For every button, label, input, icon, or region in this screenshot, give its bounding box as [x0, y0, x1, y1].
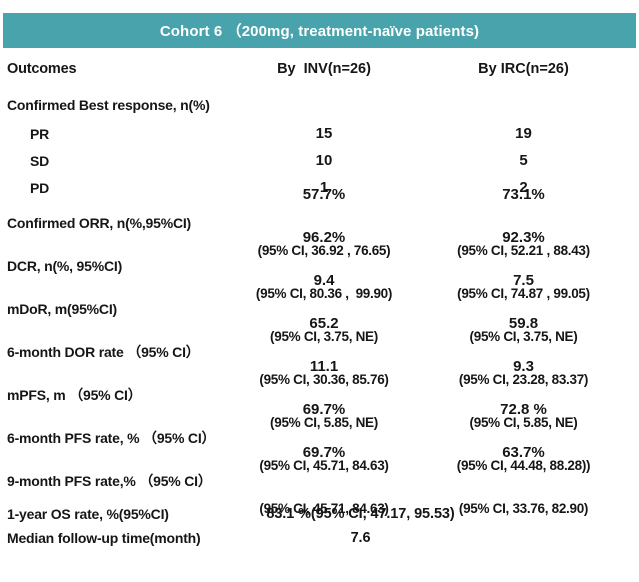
inv-value: 57.7% (95% CI, 36.92 , 76.65) — [240, 149, 408, 296]
irc-value: 63.7% (95% CI, 33.76, 82.90) — [408, 407, 639, 554]
irc-value: 73.1% (95% CI, 52.21 , 88.43) — [408, 149, 639, 296]
irc-value: 92.3% (95% CI, 74.87 , 99.05) — [408, 192, 639, 339]
value-ci: (95% CI, 30.36, 85.76) — [259, 372, 389, 387]
table-row-sd: SD 10 5 — [0, 147, 639, 174]
value-ci: (95% CI, 45.71, 84.63) — [259, 458, 389, 473]
value-main: 92.3% — [502, 229, 545, 246]
row-label: Confirmed ORR, n(%,95%CI) — [7, 214, 192, 231]
value-ci: (95% CI, 36.92 , 76.65) — [257, 243, 391, 258]
table-row-pd: PD 1 2 — [0, 174, 639, 201]
row-label: 9-month PFS rate,% （95% CI） — [7, 472, 212, 489]
row-label: 6-month PFS rate, % （95% CI） — [7, 429, 216, 446]
irc-value: 5 — [519, 152, 528, 169]
irc-value: 19 — [515, 125, 532, 142]
merged-value: 83.1 %(95% CI, 47.17, 95.53) — [266, 506, 455, 522]
value-main: 69.7% — [302, 444, 346, 461]
value-ci: (95% CI, 5.85, NE) — [270, 415, 378, 430]
value-ci: (95% CI, 3.75, NE) — [469, 329, 578, 344]
table-row-dcr: DCR, n(%, 95%CI) 96.2% (95% CI, 80.36 , … — [0, 229, 639, 301]
inv-value: 69.7% (95% CI, 45.71, 84.63) — [240, 364, 408, 511]
inv-value: 1 — [319, 179, 329, 196]
value-main: 11.1 — [309, 358, 339, 375]
value-main: 73.1% — [502, 186, 545, 203]
value-ci: (95% CI, 33.76, 82.90) — [458, 501, 589, 516]
row-label: DCR, n(%, 95%CI) — [7, 257, 123, 274]
value-ci: (95% CI, 80.36 , 99.90) — [255, 286, 393, 301]
table-row-confirmed-orr: Confirmed ORR, n(%,95%CI) 57.7% (95% CI,… — [0, 186, 639, 258]
row-label: PD — [30, 179, 50, 196]
row-label: SD — [30, 152, 50, 169]
table-row-1year-os: 1-year OS rate, %(95%CI) 83.1 %(95% CI, … — [0, 502, 639, 526]
inv-value: 69.7% (95% CI, 45.71, 84.63) — [240, 407, 408, 554]
cohort-title-bar: Cohort 6 （200mg, treatment-naïve patient… — [3, 13, 636, 48]
value-main: 57.7% — [302, 186, 346, 203]
value-ci: (95% CI, 23.28, 83.37) — [458, 372, 589, 387]
table-row-9month-pfs: 9-month PFS rate,% （95% CI） 69.7% (95% C… — [0, 444, 639, 516]
results-table-slide: Cohort 6 （200mg, treatment-naïve patient… — [0, 13, 639, 582]
value-main: 59.8 — [508, 315, 539, 332]
table-row-6month-pfs: 6-month PFS rate, % （95% CI） 69.7% (95% … — [0, 401, 639, 473]
inv-value: 9.4 (95% CI, 3.75, NE) — [240, 235, 408, 382]
merged-value: 7.6 — [350, 530, 371, 546]
value-ci: (95% CI, 3.75, NE) — [270, 329, 378, 344]
value-ci: (95% CI, 5.85, NE) — [469, 415, 578, 430]
table-row-mpfs: mPFS, m （95% CI） 11.1 (95% CI, 5.85, NE)… — [0, 358, 639, 430]
value-ci: (95% CI, 45.71, 84.63) — [259, 501, 389, 516]
inv-value: 65.2 (95% CI, 30.36, 85.76) — [240, 278, 408, 425]
row-label: Confirmed Best response, n(%) — [7, 97, 210, 113]
value-main: 9.4 — [313, 272, 335, 289]
row-label: mDoR, m(95%CI) — [7, 300, 117, 317]
value-main: 65.2 — [309, 315, 339, 332]
row-label: 1-year OS rate, %(95%CI) — [7, 506, 169, 522]
inv-value: 11.1 (95% CI, 5.85, NE) — [240, 321, 408, 468]
column-header-row: Outcomes By INV(n=26) By IRC(n=26) — [0, 48, 639, 90]
table-row-mdor: mDoR, m(95%CI) 9.4 (95% CI, 3.75, NE) 7.… — [0, 272, 639, 344]
table-row-6month-dor: 6-month DOR rate （95% CI） 65.2 (95% CI, … — [0, 315, 639, 387]
row-label: PR — [30, 125, 50, 142]
value-main: 72.8 % — [500, 401, 547, 418]
irc-value: 72.8 % (95% CI, 44.48, 88.28)) — [408, 364, 639, 511]
irc-value: 59.8 (95% CI, 23.28, 83.37) — [408, 278, 639, 425]
column-header-outcomes: Outcomes — [7, 61, 77, 77]
value-main: 7.5 — [513, 272, 534, 289]
value-main: 63.7% — [502, 444, 545, 461]
irc-value: 9.3 (95% CI, 5.85, NE) — [408, 321, 639, 468]
inv-value: 10 — [315, 152, 333, 169]
column-header-inv: By INV(n=26) — [277, 61, 371, 77]
value-main: 96.2% — [302, 229, 346, 246]
irc-value: 7.5 (95% CI, 3.75, NE) — [408, 235, 639, 382]
value-main: 69.7% — [302, 401, 346, 418]
inv-value: 96.2% (95% CI, 80.36 , 99.90) — [240, 192, 408, 339]
value-ci: (95% CI, 52.21 , 88.43) — [457, 243, 590, 258]
row-label: mPFS, m （95% CI） — [7, 386, 142, 403]
row-label: Median follow-up time(month) — [7, 530, 201, 546]
irc-value: 2 — [519, 179, 528, 196]
cohort-title: Cohort 6 （200mg, treatment-naïve patient… — [159, 23, 480, 40]
value-ci: (95% CI, 74.87 , 99.05) — [457, 286, 590, 301]
value-main: 9.3 — [513, 358, 534, 375]
table-row-best-response: Confirmed Best response, n(%) — [0, 90, 639, 120]
table-row-pr: PR 15 19 — [0, 120, 639, 147]
column-header-irc: By IRC(n=26) — [478, 61, 569, 77]
table-row-median-followup: Median follow-up time(month) 7.6 — [0, 526, 639, 550]
inv-value: 15 — [315, 125, 333, 142]
row-label: 6-month DOR rate （95% CI） — [7, 343, 200, 360]
value-ci: (95% CI, 44.48, 88.28)) — [456, 458, 591, 473]
